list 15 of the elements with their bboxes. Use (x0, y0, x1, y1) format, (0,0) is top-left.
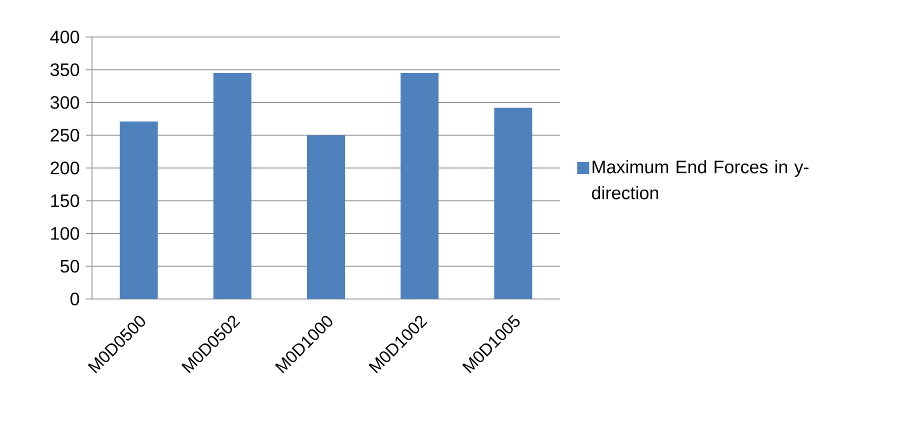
bar (494, 108, 532, 299)
bar (400, 73, 439, 299)
y-tick-label: 350 (50, 63, 80, 76)
bar (213, 73, 252, 299)
y-tick-label: 100 (51, 227, 80, 240)
y-tick-label: 300 (50, 96, 80, 109)
y-tick-label: 0 (70, 292, 80, 306)
y-tick-label: 50 (60, 260, 80, 273)
y-tick-label: 250 (50, 128, 80, 142)
bar (120, 121, 158, 299)
y-tick-label: 150 (51, 194, 80, 208)
y-tick-label: 400 (50, 30, 80, 44)
bar (307, 135, 345, 299)
y-tick-label: 200 (50, 162, 80, 174)
legend-label: Maximum End Forces in y- direction (592, 160, 808, 200)
